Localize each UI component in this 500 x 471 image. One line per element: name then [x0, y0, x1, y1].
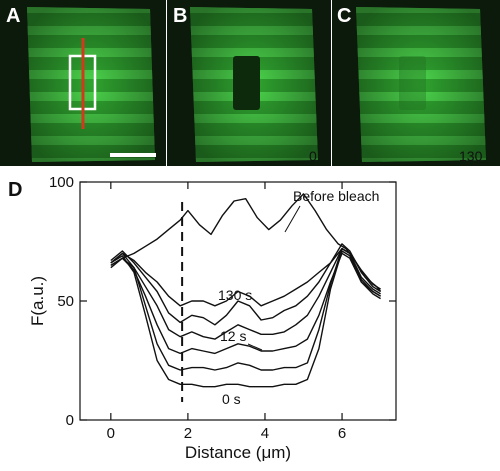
annotation-0: Before bleach: [293, 188, 379, 204]
y-tick-label-1: 50: [57, 293, 74, 310]
annotation-3: 0 s: [222, 391, 241, 407]
series-line-5: [110, 247, 381, 371]
y-axis-label: F(a.u.): [28, 276, 47, 326]
bleached-region: [233, 56, 260, 110]
micrograph-panel-c: C 130: [332, 0, 500, 166]
x-tick-label-0: 0: [107, 425, 115, 442]
recovered-region: [399, 56, 426, 110]
annotation-leader-before-bleach: [284, 205, 301, 233]
time-label-b: 0: [309, 148, 317, 164]
micrograph-panel-b: B 0: [167, 0, 331, 166]
panel-letter-c: C: [337, 5, 351, 27]
series-line-6: [110, 250, 381, 388]
annotation-1: 130 s: [218, 287, 252, 303]
y-tick-label-2: 100: [49, 174, 74, 191]
series-line-2: [110, 243, 381, 326]
x-tick-label-2: 4: [261, 425, 269, 442]
annotation-2: 12 s: [220, 328, 246, 344]
x-tick-label-1: 2: [184, 425, 192, 442]
panel-letter-b: B: [173, 5, 187, 27]
panel-letter-d: D: [8, 179, 22, 201]
panel-letter-a: A: [6, 5, 20, 27]
series-line-0: [110, 193, 382, 292]
y-tick-label-0: 0: [66, 412, 74, 429]
time-label-c: 130: [459, 148, 483, 164]
annotation-leader-12s: [247, 343, 263, 351]
x-tick-label-3: 6: [338, 425, 346, 442]
x-axis-label: Distance (μm): [185, 443, 291, 462]
fluorescence-profile-chart: 0 2 4 6 0 50 100 Distance (μm) F(a.u.) Before ble…: [28, 174, 397, 462]
micrograph-panel-a: A: [0, 0, 166, 166]
